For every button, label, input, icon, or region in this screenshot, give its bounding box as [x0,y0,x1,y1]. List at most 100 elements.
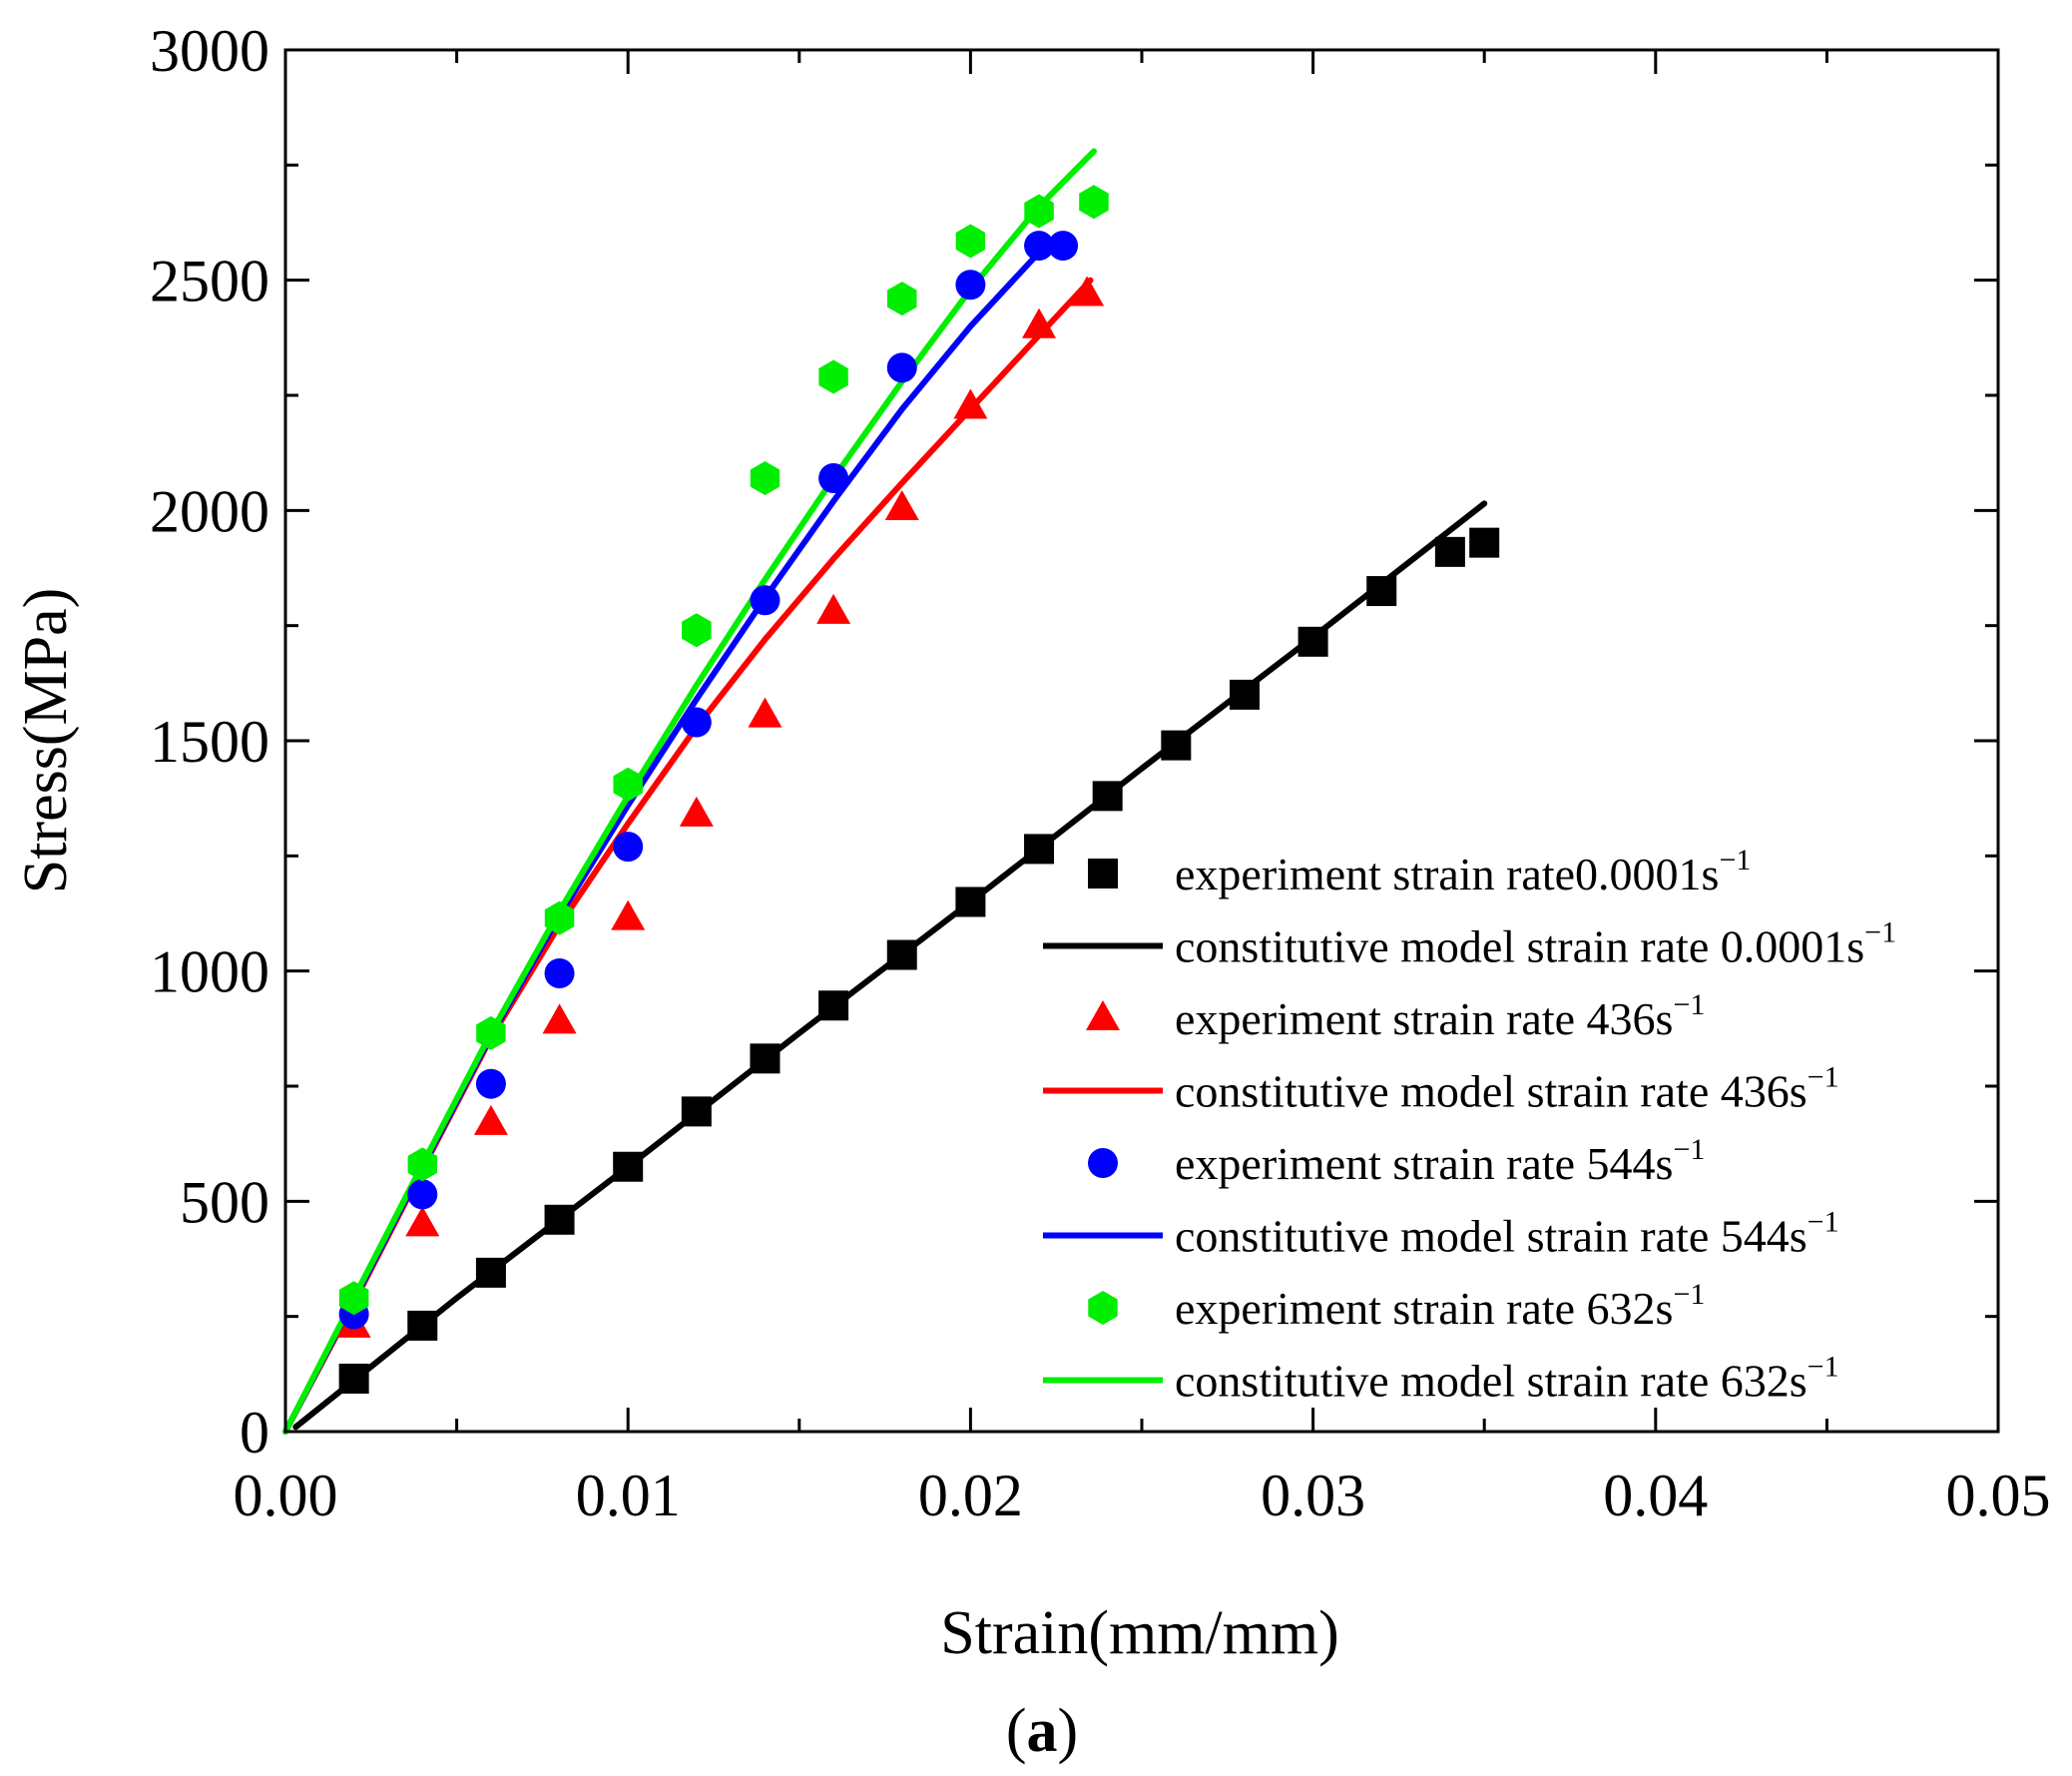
data-point-triangle [405,1206,440,1237]
legend-entry-superscript: −1 [1673,1278,1705,1311]
data-point-hexagon [1079,185,1109,220]
data-point-hexagon [544,900,575,935]
legend-entry-text: experiment strain rate 544s [1175,1138,1673,1189]
data-point-square [544,1204,575,1235]
data-point-hexagon [407,1147,437,1182]
legend-entry-label: experiment strain rate 436s−1 [1175,988,1705,1044]
data-point-circle [886,352,917,383]
data-point-hexagon [682,613,712,648]
data-point-hexagon [955,224,986,259]
data-point-circle [750,585,780,616]
data-point-triangle [816,593,851,624]
legend-entry-text: experiment strain rate 632s [1175,1283,1673,1334]
x-tick-label: 0.03 [1261,1463,1365,1528]
plot-area [282,148,1500,1435]
y-tick-label: 500 [180,1169,269,1235]
legend-marker-swatch [1088,1148,1118,1178]
plot-frame [283,48,2000,1434]
y-tick-label: 3000 [150,18,269,84]
legend: experiment strain rate0.0001s−1constitut… [1043,844,1896,1407]
data-point-circle [955,270,986,300]
data-point-square [1092,781,1123,812]
data-point-triangle [542,1003,577,1034]
data-point-square [1469,527,1500,558]
data-point-triangle [473,1104,508,1135]
legend-entry-label: experiment strain rate 632s−1 [1175,1278,1705,1334]
data-point-square [750,1043,780,1074]
legend-marker-swatch [1086,1000,1120,1030]
data-point-square [338,1363,369,1394]
data-point-square [1297,626,1328,657]
data-point-hexagon [750,461,780,495]
legend-entry-label: constitutive model strain rate 632s−1 [1175,1351,1839,1407]
model-curve-1 [282,277,1094,1435]
legend-entry-text: experiment strain rate 436s [1175,993,1673,1044]
y-tick-label: 2000 [150,478,269,544]
data-point-circle [1048,231,1079,262]
data-point-hexagon [887,282,917,316]
x-axis-title: Strain(mm/mm) [940,1599,1339,1667]
model-curve-2 [282,250,1042,1435]
legend-entry-label: experiment strain rate0.0001s−1 [1175,844,1751,899]
data-point-circle [475,1068,506,1099]
data-point-square [818,990,849,1021]
data-point-square [1161,730,1192,761]
data-point-square [1434,536,1465,567]
legend-marker-swatch [1088,1291,1118,1325]
legend-entry-superscript: −1 [1864,916,1896,949]
data-point-triangle [953,388,988,419]
caption-close: ) [1058,1697,1079,1765]
data-point-hexagon [338,1281,369,1316]
data-point-triangle [1070,276,1105,306]
legend-entry-text: constitutive model strain rate 632s [1175,1356,1808,1407]
data-point-square [955,887,986,917]
data-point-circle [544,957,575,988]
legend-entry-label: constitutive model strain rate 0.0001s−1 [1175,916,1896,972]
data-point-triangle [884,490,919,521]
y-tick-label: 1000 [150,939,269,1005]
model-curve-3 [282,148,1097,1435]
legend-entry-label: constitutive model strain rate 544s−1 [1175,1206,1839,1262]
data-point-hexagon [613,767,643,802]
legend-marker-swatch [1088,859,1118,888]
legend-entry-text: constitutive model strain rate 0.0001s [1175,921,1864,972]
data-point-square [681,1096,712,1127]
legend-entry-superscript: −1 [1808,1351,1839,1384]
data-point-square [407,1310,438,1341]
y-axis-title: Stress(MPa) [12,588,80,894]
y-tick-label: 1500 [150,709,269,775]
x-tick-label: 0.05 [1946,1463,2051,1528]
x-tick-label: 0.01 [576,1463,681,1528]
data-point-square [1229,679,1260,710]
data-point-triangle [679,796,714,827]
legend-entry-superscript: −1 [1719,844,1751,877]
legend-entry-text: experiment strain rate0.0001s [1175,849,1719,899]
x-tick-label: 0.04 [1603,1463,1708,1528]
data-point-hexagon [818,359,848,394]
data-point-hexagon [476,1015,506,1050]
x-tick-label: 0.02 [918,1463,1023,1528]
caption-open: ( [1006,1697,1027,1765]
data-point-circle [407,1179,438,1210]
data-point-triangle [1022,307,1057,338]
caption-letter: a [1027,1697,1058,1765]
legend-entry-label: constitutive model strain rate 436s−1 [1175,1061,1839,1117]
legend-entry-superscript: −1 [1808,1061,1839,1094]
data-point-circle [1024,231,1055,262]
y-tick-label: 0 [240,1400,269,1466]
data-point-triangle [748,697,782,728]
data-point-hexagon [1024,194,1054,229]
data-point-square [1366,576,1397,607]
data-point-square [613,1151,644,1182]
data-point-square [886,939,917,970]
tick-labels: 0.00 0.01 0.02 0.03 0.04 0.05 0 500 1000 1500 2000… [150,18,2051,1528]
legend-entry-text: constitutive model strain rate 544s [1175,1211,1808,1262]
figure-caption: (a) [1006,1697,1078,1765]
data-point-circle [818,463,849,494]
legend-entry-label: experiment strain rate 544s−1 [1175,1133,1705,1189]
x-tick-label: 0.00 [234,1463,338,1528]
legend-entry-text: constitutive model strain rate 436s [1175,1066,1808,1117]
data-point-circle [681,707,712,738]
data-point-triangle [611,899,646,930]
